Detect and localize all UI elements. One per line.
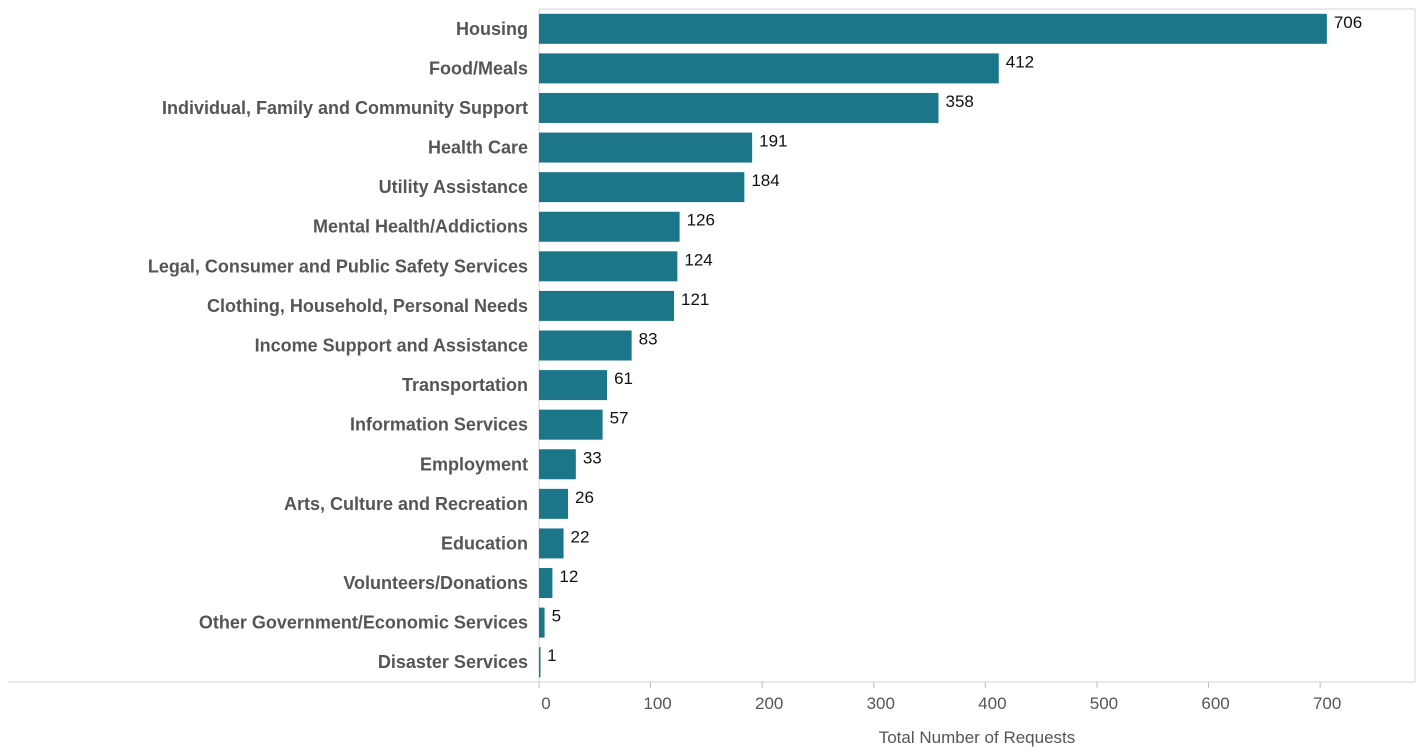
category-label: Other Government/Economic Services	[199, 613, 528, 633]
bar	[539, 13, 1327, 44]
value-label: 126	[687, 211, 715, 230]
category-label: Utility Assistance	[379, 177, 528, 197]
value-label: 83	[639, 330, 658, 349]
value-label: 33	[583, 448, 602, 467]
x-tick-label: 400	[978, 694, 1006, 713]
category-label: Employment	[420, 454, 528, 474]
category-label: Arts, Culture and Recreation	[284, 494, 528, 514]
x-tick-label: 500	[1090, 694, 1118, 713]
category-label: Health Care	[428, 138, 528, 158]
value-label: 26	[575, 488, 594, 507]
bar	[539, 53, 999, 84]
x-axis-title: Total Number of Requests	[879, 728, 1076, 747]
category-label: Disaster Services	[378, 652, 528, 672]
bar	[539, 528, 564, 559]
value-label: 57	[610, 409, 629, 428]
bar	[539, 211, 680, 242]
bar	[539, 251, 678, 282]
value-label: 121	[681, 290, 709, 309]
category-label: Individual, Family and Community Support	[162, 98, 528, 118]
bar	[539, 370, 608, 401]
category-label: Volunteers/Donations	[343, 573, 528, 593]
category-label: Legal, Consumer and Public Safety Servic…	[148, 256, 528, 276]
value-label: 191	[759, 132, 787, 151]
value-label: 184	[751, 171, 779, 190]
value-label: 124	[684, 250, 712, 269]
bar	[539, 488, 569, 519]
bar	[539, 132, 753, 163]
x-tick-label: 200	[755, 694, 783, 713]
bar	[539, 409, 603, 440]
bar	[539, 290, 675, 321]
x-axis-ticks-group: 0 100 200 300 400 500 600 700	[538, 682, 1341, 713]
value-label: 412	[1006, 52, 1034, 71]
value-label: 12	[559, 567, 578, 586]
x-tick-label: 700	[1313, 694, 1341, 713]
value-label: 1	[547, 646, 556, 665]
bar	[539, 172, 745, 203]
category-labels-group: Housing Food/Meals Individual, Family and …	[148, 19, 528, 672]
category-label: Education	[441, 533, 528, 553]
x-tick-label: 600	[1201, 694, 1229, 713]
value-label: 706	[1334, 13, 1362, 32]
bar	[539, 92, 939, 123]
value-label: 61	[614, 369, 633, 388]
bar	[539, 449, 576, 480]
x-tick-label: 300	[867, 694, 895, 713]
category-label: Transportation	[402, 375, 528, 395]
bar	[539, 330, 632, 361]
value-label: 5	[552, 607, 561, 626]
x-tick-label: 0	[541, 694, 550, 713]
category-label: Mental Health/Addictions	[313, 217, 528, 237]
bar	[539, 607, 545, 638]
category-label: Clothing, Household, Personal Needs	[207, 296, 528, 316]
x-tick-label: 100	[643, 694, 671, 713]
category-label: Information Services	[350, 415, 528, 435]
bars-group	[539, 13, 1327, 678]
value-label: 22	[571, 527, 590, 546]
value-label: 358	[946, 92, 974, 111]
category-label: Food/Meals	[429, 58, 528, 78]
bar	[539, 647, 541, 678]
bar	[539, 568, 553, 599]
value-labels-group: 706 412 358 191 184 126 124 121 83 61 57 33 26 22 12 5 1	[547, 13, 1362, 665]
category-label: Housing	[456, 19, 528, 39]
category-label: Income Support and Assistance	[255, 336, 528, 356]
